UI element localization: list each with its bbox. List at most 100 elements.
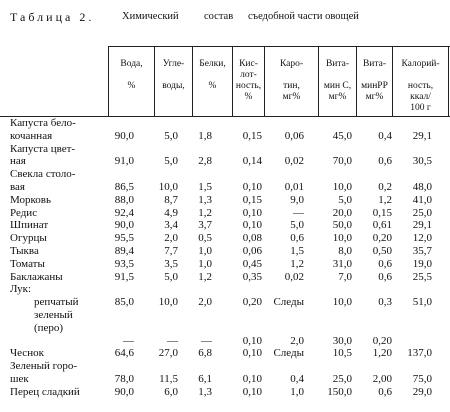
- cell-vitamin-pp: 0,15: [372, 206, 392, 219]
- row-label: Редис: [10, 206, 38, 219]
- cell-vitamin-c: 5,0: [338, 193, 352, 206]
- cell-acidity: 0,15: [242, 193, 262, 206]
- table-row: Свекла столо-: [0, 169, 450, 182]
- cell-carbohydrates: 10,0: [158, 296, 178, 309]
- cell-carotene: 5,0: [290, 219, 304, 232]
- cell-carotene: Следы: [273, 347, 304, 360]
- cell-vitamin-pp: 2,00: [372, 372, 392, 385]
- cell-proteins: 1,0: [198, 257, 212, 270]
- row-label: Перец сладкий: [10, 385, 80, 398]
- cell-calories: 25,5: [412, 270, 432, 283]
- table-row: зеленый: [0, 309, 450, 323]
- cell-calories: 29,1: [412, 219, 432, 232]
- cell-water: —: [123, 334, 134, 347]
- cell-carotene: 0,02: [284, 155, 304, 168]
- table-caption-word: состав: [204, 11, 234, 22]
- cell-proteins: 1,5: [198, 180, 212, 193]
- table-row: Томаты 93,5 3,5 1,0 0,45 1,2 31,0 0,6 19,0: [0, 257, 450, 272]
- row-label: Капуста цвет-: [10, 142, 76, 155]
- cell-vitamin-c: 150,0: [327, 385, 352, 398]
- table-row: Морковь 88,0 8,7 1,3 0,15 9,0 5,0 1,2 41,0: [0, 193, 450, 208]
- cell-calories: 19,0: [412, 257, 432, 270]
- table-row: Лук:: [0, 284, 450, 297]
- cell-water: 86,5: [114, 180, 134, 193]
- cell-acidity: 0,14: [242, 155, 262, 168]
- table-row: ная 91,0 5,0 2,8 0,14 0,02 70,0 0,6 30,5: [0, 156, 450, 169]
- table-caption-label: Таблица 2.: [10, 10, 95, 24]
- cell-vitamin-c: 70,0: [332, 155, 352, 168]
- cell-carotene: 0,6: [290, 232, 304, 245]
- table-row: Тыква 89,4 7,7 1,0 0,06 1,5 8,0 0,50 35,7: [0, 244, 450, 259]
- cell-vitamin-c: 20,0: [332, 206, 352, 219]
- cell-acidity: 0,10: [242, 385, 262, 398]
- cell-vitamin-pp: 0,2: [378, 180, 392, 193]
- cell-vitamin-pp: 0,61: [372, 219, 392, 232]
- row-label: шек: [10, 372, 29, 385]
- row-label: репчатый: [34, 296, 79, 309]
- cell-water: 89,4: [114, 244, 134, 257]
- cell-carbohydrates: 27,0: [158, 347, 178, 360]
- row-label: Морковь: [10, 193, 52, 206]
- table-row: Редис 92,4 4,9 1,2 0,10 — 20,0 0,15 25,0: [0, 206, 450, 221]
- cell-calories: 29,1: [412, 129, 432, 142]
- cell-acidity: 0,08: [242, 232, 262, 245]
- cell-carotene: 1,2: [290, 257, 304, 270]
- column-header-calories: Калорий- ность, ккал/ 100 г: [392, 47, 449, 117]
- cell-vitamin-c: 50,0: [332, 219, 352, 232]
- cell-water: 91,5: [114, 270, 134, 283]
- cell-carotene: 1,5: [290, 244, 304, 257]
- cell-carotene: 0,01: [284, 180, 304, 193]
- cell-vitamin-pp: 0,6: [378, 257, 392, 270]
- cell-calories: 30,5: [412, 155, 432, 168]
- cell-calories: 29,0: [412, 385, 432, 398]
- row-label: (перо): [34, 321, 64, 334]
- row-label: ная: [10, 155, 26, 168]
- cell-water: 64,6: [114, 347, 134, 360]
- table-caption-word: Химический: [122, 11, 179, 22]
- cell-carbohydrates: 5,0: [164, 129, 178, 142]
- column-header-proteins: Белки, %: [192, 47, 232, 117]
- row-label: вая: [10, 180, 25, 193]
- cell-water: 78,0: [114, 372, 134, 385]
- cell-carotene: 0,06: [284, 129, 304, 142]
- column-header-vitamin-c: Вита- мин С, мг%: [318, 47, 356, 117]
- cell-carbohydrates: 5,0: [164, 155, 178, 168]
- table-caption-word: съедобной части овощей: [248, 11, 359, 22]
- cell-carbohydrates: —: [167, 334, 178, 347]
- cell-carbohydrates: 10,0: [158, 180, 178, 193]
- table-row: Огурцы 95,5 2,0 0,5 0,08 0,6 10,0 0,20 12,0: [0, 233, 450, 246]
- table-row: Перец сладкий 90,0 6,0 1,3 0,10 1,0 150,0 0,6 29…: [0, 385, 450, 400]
- cell-acidity: 0,10: [242, 180, 262, 193]
- cell-water: 90,0: [114, 219, 134, 232]
- table-row: шек 78,0 11,5 6,1 0,10 0,4 25,0 2,00 75,0: [0, 372, 450, 387]
- cell-water: 95,5: [114, 232, 134, 245]
- cell-proteins: 1,2: [198, 206, 212, 219]
- cell-water: 91,0: [114, 155, 134, 168]
- table-row: Капуста цвет-: [0, 142, 450, 157]
- table-caption: Таблица 2. Химический состав съедобной ч…: [10, 6, 450, 28]
- cell-vitamin-c: 30,0: [332, 334, 352, 347]
- cell-vitamin-pp: 0,6: [378, 155, 392, 168]
- cell-vitamin-c: 10,0: [332, 296, 352, 309]
- cell-vitamin-pp: 0,50: [372, 244, 392, 257]
- cell-proteins: 6,8: [198, 347, 212, 360]
- cell-proteins: 6,1: [198, 372, 212, 385]
- cell-carbohydrates: 5,0: [164, 270, 178, 283]
- cell-acidity: 0,35: [242, 270, 262, 283]
- cell-vitamin-c: 31,0: [332, 257, 352, 270]
- cell-proteins: 1,3: [198, 193, 212, 206]
- table-row: Чеснок 64,6 27,0 6,8 0,10 Следы 10,5 1,20 137,0: [0, 348, 450, 361]
- cell-acidity: 0,10: [242, 372, 262, 385]
- cell-carbohydrates: 3,5: [164, 257, 178, 270]
- cell-vitamin-pp: 0,20: [372, 334, 392, 347]
- cell-vitamin-pp: 0,6: [378, 270, 392, 283]
- row-label: Баклажаны: [10, 270, 63, 283]
- column-header-water: Вода, %: [108, 47, 154, 117]
- cell-proteins: 1,8: [198, 129, 212, 142]
- cell-calories: 35,7: [412, 244, 432, 257]
- cell-acidity: 0,15: [242, 129, 262, 142]
- cell-vitamin-pp: 1,20: [372, 347, 392, 360]
- cell-water: 88,0: [114, 193, 134, 206]
- cell-vitamin-c: 7,0: [338, 270, 352, 283]
- cell-vitamin-c: 25,0: [332, 372, 352, 385]
